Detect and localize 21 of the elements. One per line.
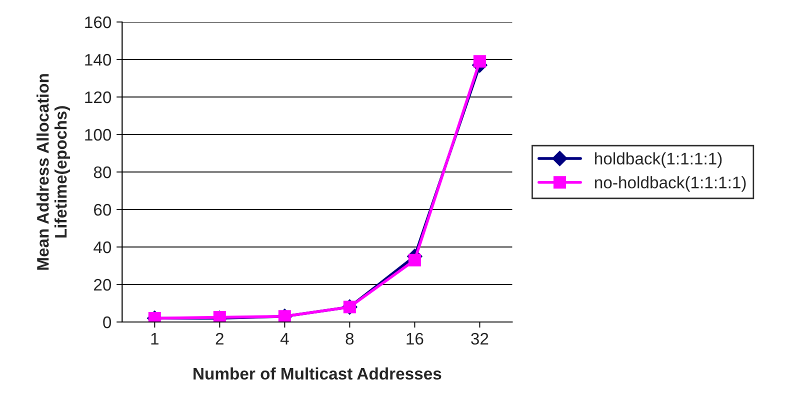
x-tick-label: 32	[471, 332, 488, 345]
y-tick-label: 20	[94, 278, 112, 291]
x-tick-label: 8	[346, 332, 354, 345]
y-tick-label: 160	[85, 16, 112, 28]
x-tick-label: 16	[406, 332, 424, 345]
y-tick-label: 0	[103, 316, 112, 328]
x-tick-label: 2	[216, 332, 224, 344]
x-axis-title: Number of Multicast Addresses	[194, 367, 442, 380]
y-tick-label: 80	[94, 166, 112, 178]
x-tick-label: 4	[280, 333, 289, 344]
y-tick-label: 120	[85, 91, 112, 104]
x-tick-label: 1	[151, 333, 158, 344]
point	[408, 254, 421, 266]
legend-label: holdback(1:1:1:1)	[595, 152, 722, 168]
y-tick-label: 60	[94, 204, 112, 216]
legend-label: no-holdback(1:1:1:1)	[595, 176, 746, 192]
y-tick-label: 100	[85, 128, 112, 141]
y-tick-label: 140	[85, 54, 112, 66]
y-axis-title: Mean Address Allocation Lifetime(epochs)	[36, 74, 70, 270]
point	[473, 55, 486, 68]
y-tick-label: 40	[94, 241, 112, 254]
